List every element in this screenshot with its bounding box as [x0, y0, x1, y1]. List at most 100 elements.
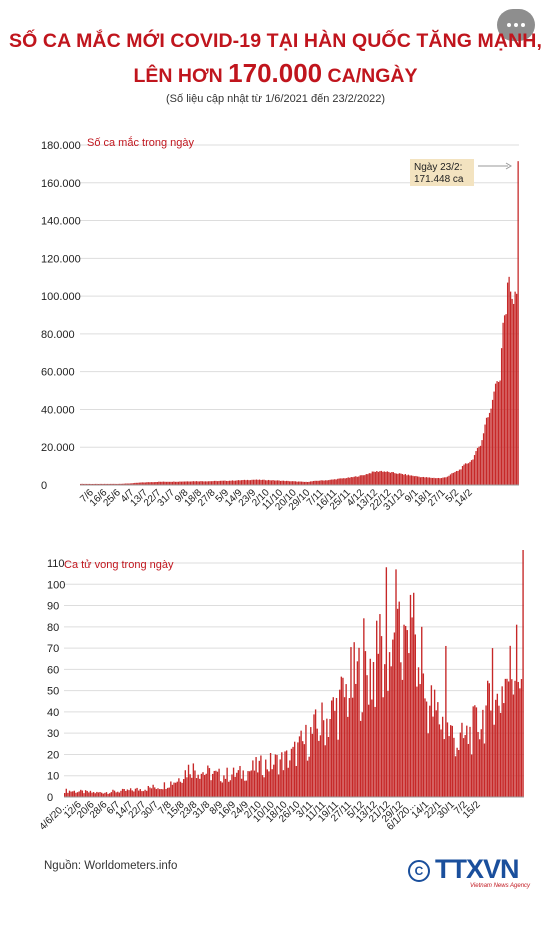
bar [355, 683, 357, 797]
bar [224, 480, 226, 485]
bar [329, 479, 331, 485]
bar [382, 697, 384, 797]
bar [195, 778, 198, 797]
bar [260, 480, 262, 485]
bar [243, 479, 246, 485]
bar [115, 792, 117, 797]
bar [403, 474, 405, 485]
bar [93, 483, 95, 485]
cases-chart: 0 20.000 40.000 60.000 80.000 100.000 120.000 1… [41, 136, 519, 513]
bar [221, 782, 223, 797]
bar [517, 681, 519, 797]
bar [216, 771, 219, 797]
bar [194, 770, 196, 797]
bar [231, 480, 234, 485]
bar [131, 483, 133, 485]
annotation-arrow-icon [505, 162, 512, 170]
y-tick-label: 10 [47, 771, 59, 783]
bar [99, 483, 101, 485]
bar [154, 787, 156, 797]
bar [350, 477, 352, 485]
bar [424, 477, 426, 485]
bar [469, 726, 471, 797]
bar [305, 481, 307, 485]
bar [187, 764, 190, 797]
bar [112, 789, 114, 797]
bar [181, 782, 183, 797]
bar [250, 770, 252, 797]
bar [236, 480, 238, 485]
bar [310, 481, 312, 485]
more-options-button[interactable] [497, 9, 535, 41]
bar [437, 702, 439, 797]
title-suffix: CA/NGÀY [322, 65, 418, 87]
bar [208, 768, 211, 797]
bar [202, 772, 204, 797]
bar [422, 673, 425, 797]
bar [478, 446, 480, 485]
bar [404, 473, 407, 485]
bar [334, 710, 336, 797]
bar [222, 480, 225, 485]
bar [319, 480, 321, 485]
bar [109, 793, 111, 797]
bar [487, 680, 489, 797]
bar [452, 472, 455, 485]
logo-text: TTXVN [435, 854, 520, 884]
bar [269, 480, 271, 485]
bar [368, 473, 370, 485]
bar [167, 481, 169, 485]
bar [417, 667, 420, 797]
bar [408, 653, 410, 797]
y-tick-label: 50 [47, 686, 59, 698]
bar [300, 730, 302, 797]
bar [314, 709, 317, 797]
bar [339, 689, 341, 797]
bar [356, 661, 359, 797]
bar [379, 614, 381, 797]
bar [117, 791, 119, 797]
bar [87, 483, 89, 485]
bar [230, 480, 232, 485]
bar [437, 477, 440, 485]
y-tick-label: 60.000 [41, 367, 75, 379]
bar [462, 738, 465, 797]
bar [239, 480, 241, 485]
bar [245, 480, 247, 485]
bar [287, 480, 289, 485]
bar [430, 477, 432, 485]
bar [409, 594, 412, 797]
bar [406, 475, 408, 485]
bar [438, 724, 441, 797]
bar [392, 639, 394, 797]
bar [386, 471, 388, 485]
bar [279, 480, 282, 485]
bar [377, 653, 380, 797]
bar [257, 772, 259, 797]
bar [442, 477, 444, 485]
bar [385, 471, 387, 485]
bar [446, 476, 449, 485]
bar [264, 480, 267, 485]
bar [475, 707, 478, 797]
bar [470, 754, 473, 797]
bar [147, 785, 150, 797]
dot-icon [521, 23, 525, 27]
bar [353, 642, 355, 797]
bar [107, 483, 109, 485]
bar [120, 483, 122, 485]
bar [80, 789, 82, 797]
bar [282, 770, 285, 797]
bar [325, 480, 327, 485]
bar [294, 481, 297, 485]
bar [176, 481, 178, 485]
bar [275, 480, 277, 485]
bar [293, 481, 295, 485]
bar [377, 471, 379, 485]
bar [278, 480, 280, 485]
bar [366, 675, 368, 797]
bar [191, 481, 193, 485]
bar [479, 445, 482, 485]
bar [383, 471, 385, 485]
bar [153, 482, 155, 485]
